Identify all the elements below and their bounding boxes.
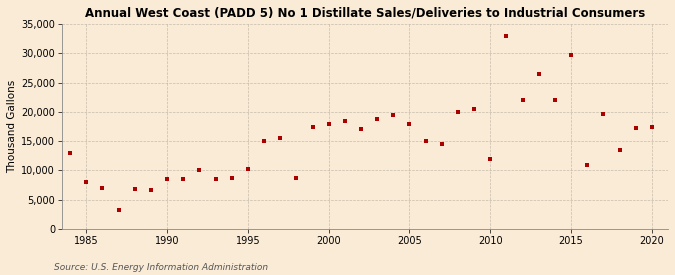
Point bbox=[421, 139, 431, 143]
Point bbox=[291, 175, 302, 180]
Point bbox=[452, 110, 463, 114]
Point bbox=[388, 112, 399, 117]
Point bbox=[242, 167, 253, 172]
Point bbox=[65, 151, 76, 155]
Point bbox=[307, 124, 318, 129]
Text: Source: U.S. Energy Information Administration: Source: U.S. Energy Information Administ… bbox=[54, 263, 268, 272]
Point bbox=[162, 177, 173, 182]
Point bbox=[178, 177, 188, 181]
Y-axis label: Thousand Gallons: Thousand Gallons bbox=[7, 80, 17, 173]
Point bbox=[226, 176, 237, 180]
Point bbox=[485, 156, 495, 161]
Point bbox=[566, 53, 576, 57]
Point bbox=[533, 72, 544, 76]
Point bbox=[340, 119, 350, 123]
Point bbox=[582, 163, 593, 167]
Point bbox=[468, 107, 479, 111]
Point bbox=[81, 180, 92, 185]
Point bbox=[647, 124, 657, 129]
Point bbox=[146, 188, 157, 192]
Point bbox=[404, 121, 415, 126]
Point bbox=[501, 34, 512, 38]
Point bbox=[323, 121, 334, 126]
Point bbox=[437, 142, 448, 146]
Point bbox=[130, 187, 140, 191]
Point bbox=[194, 168, 205, 173]
Point bbox=[372, 117, 383, 122]
Point bbox=[517, 98, 528, 102]
Point bbox=[97, 186, 108, 190]
Point bbox=[275, 136, 286, 141]
Point bbox=[356, 127, 367, 132]
Point bbox=[549, 98, 560, 102]
Point bbox=[113, 208, 124, 212]
Point bbox=[630, 126, 641, 130]
Point bbox=[614, 148, 625, 152]
Point bbox=[259, 139, 269, 143]
Point bbox=[598, 111, 609, 116]
Point bbox=[210, 177, 221, 182]
Title: Annual West Coast (PADD 5) No 1 Distillate Sales/Deliveries to Industrial Consum: Annual West Coast (PADD 5) No 1 Distilla… bbox=[85, 7, 645, 20]
